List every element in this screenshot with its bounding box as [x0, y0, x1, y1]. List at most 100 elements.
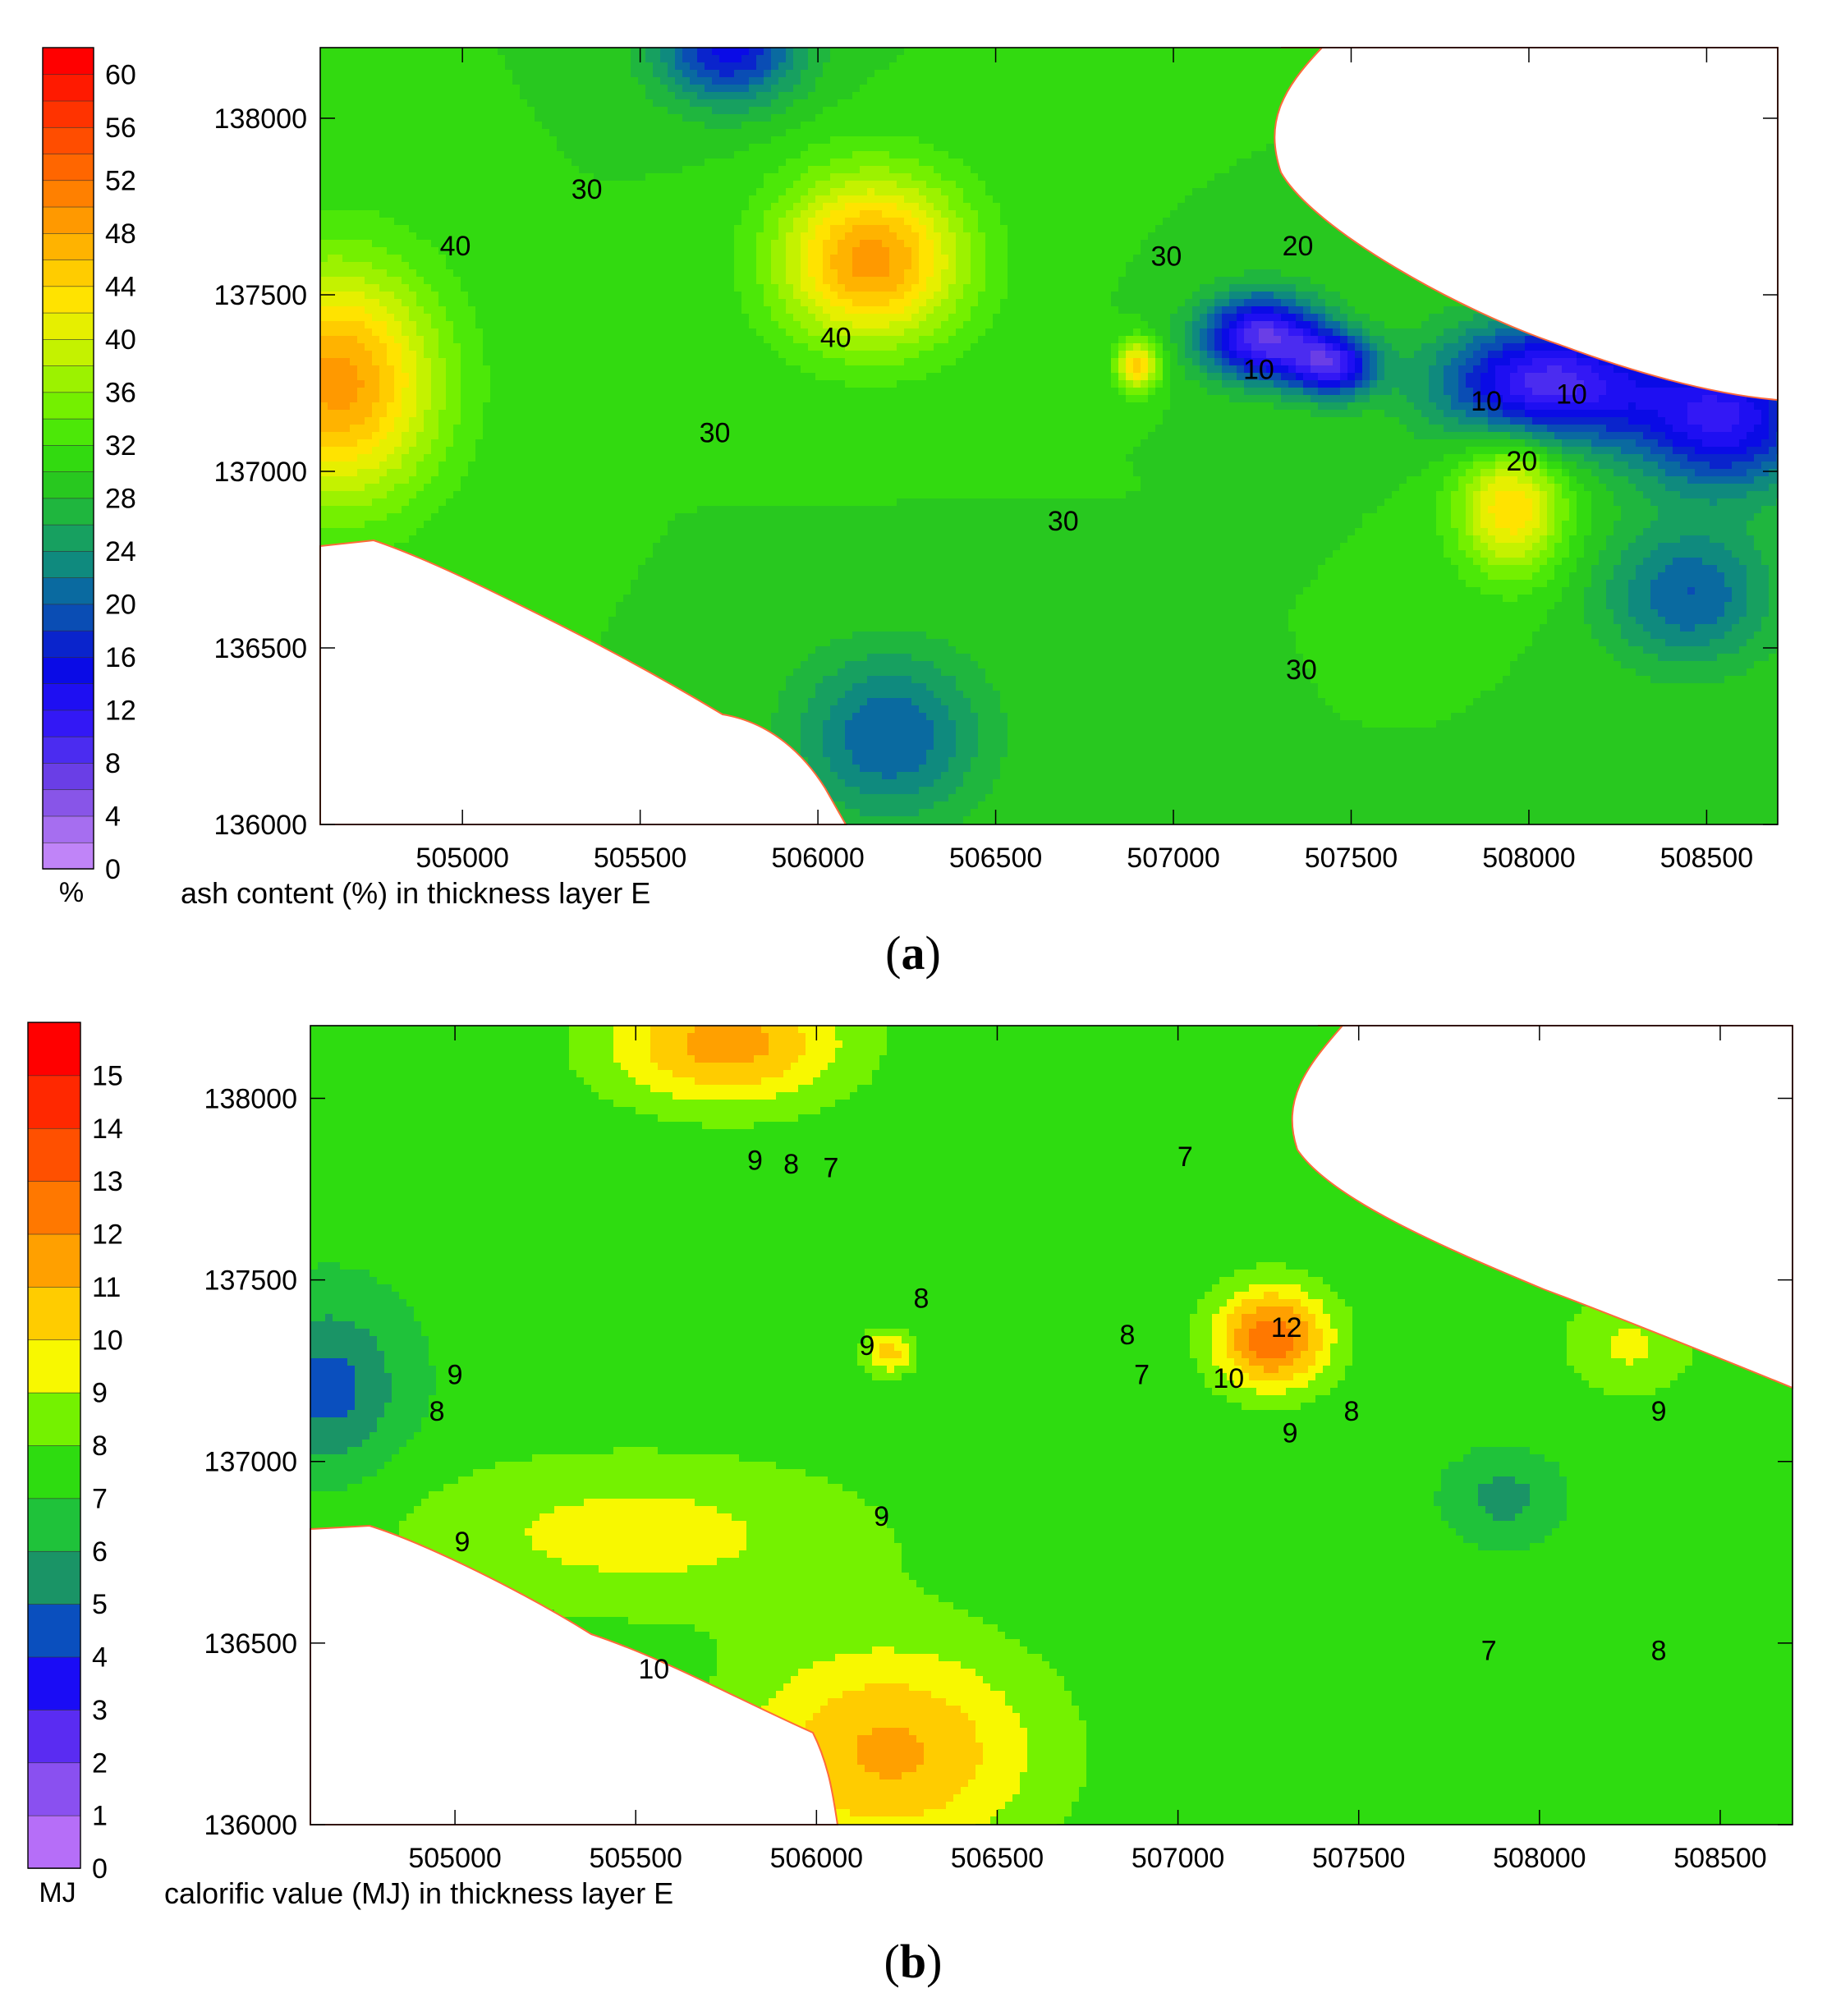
heatmap-cell	[1044, 195, 1053, 204]
heatmap-cell	[1229, 92, 1237, 100]
heatmap-cell	[1148, 77, 1156, 85]
heatmap-cell	[948, 210, 957, 218]
heatmap-cell	[993, 70, 1001, 78]
heatmap-cell	[1022, 188, 1031, 196]
heatmap-cell	[1000, 114, 1008, 122]
heatmap-cell	[882, 181, 890, 189]
heatmap-cell	[1000, 218, 1008, 226]
heatmap-cell	[638, 203, 646, 211]
heatmap-cell	[1163, 210, 1171, 218]
heatmap-cell	[1281, 48, 1289, 56]
heatmap-cell	[1177, 48, 1186, 56]
heatmap-cell	[1104, 62, 1112, 71]
heatmap-cell	[675, 151, 683, 159]
heatmap-cell	[1200, 210, 1208, 218]
heatmap-cell	[453, 55, 461, 63]
heatmap-cell	[535, 92, 543, 100]
heatmap-cell	[372, 114, 380, 122]
heatmap-cell	[416, 99, 425, 108]
heatmap-cell	[948, 99, 957, 108]
heatmap-cell	[357, 210, 365, 218]
heatmap-cell	[1163, 70, 1171, 78]
heatmap-cell	[719, 62, 728, 71]
heatmap-cell	[1274, 218, 1282, 226]
heatmap-cell	[572, 92, 580, 100]
heatmap-cell	[1244, 218, 1252, 226]
heatmap-cell	[815, 129, 824, 137]
heatmap-cell	[1081, 107, 1090, 115]
heatmap-cell	[941, 158, 949, 167]
heatmap-cell	[771, 144, 779, 152]
heatmap-cell	[764, 55, 772, 63]
heatmap-cell	[468, 181, 476, 189]
heatmap-cell	[771, 210, 779, 218]
heatmap-cell	[756, 181, 764, 189]
heatmap-cell	[549, 225, 558, 233]
heatmap-cell	[512, 55, 521, 63]
heatmap-cell	[549, 70, 558, 78]
heatmap-cell	[934, 55, 942, 63]
heatmap-cell	[1222, 144, 1230, 152]
heatmap-cell	[1074, 107, 1082, 115]
heatmap-cell	[357, 107, 365, 115]
heatmap-cell	[1214, 144, 1223, 152]
heatmap-cell	[727, 158, 735, 167]
heatmap-cell	[845, 181, 853, 189]
heatmap-cell	[1030, 129, 1038, 137]
heatmap-cell	[416, 181, 425, 189]
heatmap-cell	[1022, 136, 1031, 145]
heatmap-cell	[993, 114, 1001, 122]
heatmap-cell	[453, 144, 461, 152]
heatmap-cell	[1096, 114, 1104, 122]
heatmap-cell	[1141, 181, 1149, 189]
heatmap-cell	[1303, 48, 1311, 56]
heatmap-cell	[690, 122, 698, 130]
heatmap-cell	[328, 151, 336, 159]
heatmap-cell	[727, 55, 735, 63]
heatmap-cell	[335, 92, 343, 100]
heatmap-cell	[446, 188, 454, 196]
heatmap-cell	[801, 107, 809, 115]
heatmap-cell	[1229, 181, 1237, 189]
heatmap-cell	[1141, 85, 1149, 93]
heatmap-cell	[1067, 107, 1075, 115]
heatmap-cell	[705, 225, 713, 233]
heatmap-cell	[1081, 151, 1090, 159]
heatmap-cell	[438, 99, 447, 108]
heatmap-cell	[749, 203, 757, 211]
heatmap-cell	[342, 99, 351, 108]
heatmap-cell	[1229, 188, 1237, 196]
heatmap-cell	[512, 77, 521, 85]
heatmap-cell	[505, 62, 513, 71]
heatmap-cell	[1052, 166, 1060, 174]
heatmap-cell	[505, 225, 513, 233]
heatmap-cell	[734, 188, 742, 196]
heatmap-cell	[564, 62, 572, 71]
heatmap-cell	[978, 122, 986, 130]
heatmap-cell	[608, 158, 617, 167]
heatmap-cell	[993, 136, 1001, 145]
heatmap-cell	[882, 129, 890, 137]
heatmap-cell	[926, 70, 934, 78]
heatmap-cell	[919, 151, 927, 159]
heatmap-cell	[1096, 181, 1104, 189]
heatmap-cell	[535, 195, 543, 204]
heatmap-cell	[409, 77, 417, 85]
heatmap-cell	[1000, 122, 1008, 130]
heatmap-cell	[1259, 218, 1267, 226]
heatmap-cell	[985, 218, 994, 226]
heatmap-cell	[490, 107, 498, 115]
heatmap-cell	[1022, 158, 1031, 167]
heatmap-cell	[357, 129, 365, 137]
heatmap-cell	[645, 203, 654, 211]
heatmap-cell	[527, 203, 535, 211]
heatmap-cell	[926, 166, 934, 174]
heatmap-cell	[719, 144, 728, 152]
heatmap-cell	[1200, 203, 1208, 211]
heatmap-cell	[394, 77, 402, 85]
heatmap-cell	[1067, 48, 1075, 56]
heatmap-cell	[372, 136, 380, 145]
heatmap-cell	[771, 70, 779, 78]
heatmap-cell	[771, 203, 779, 211]
heatmap-cell	[402, 77, 410, 85]
